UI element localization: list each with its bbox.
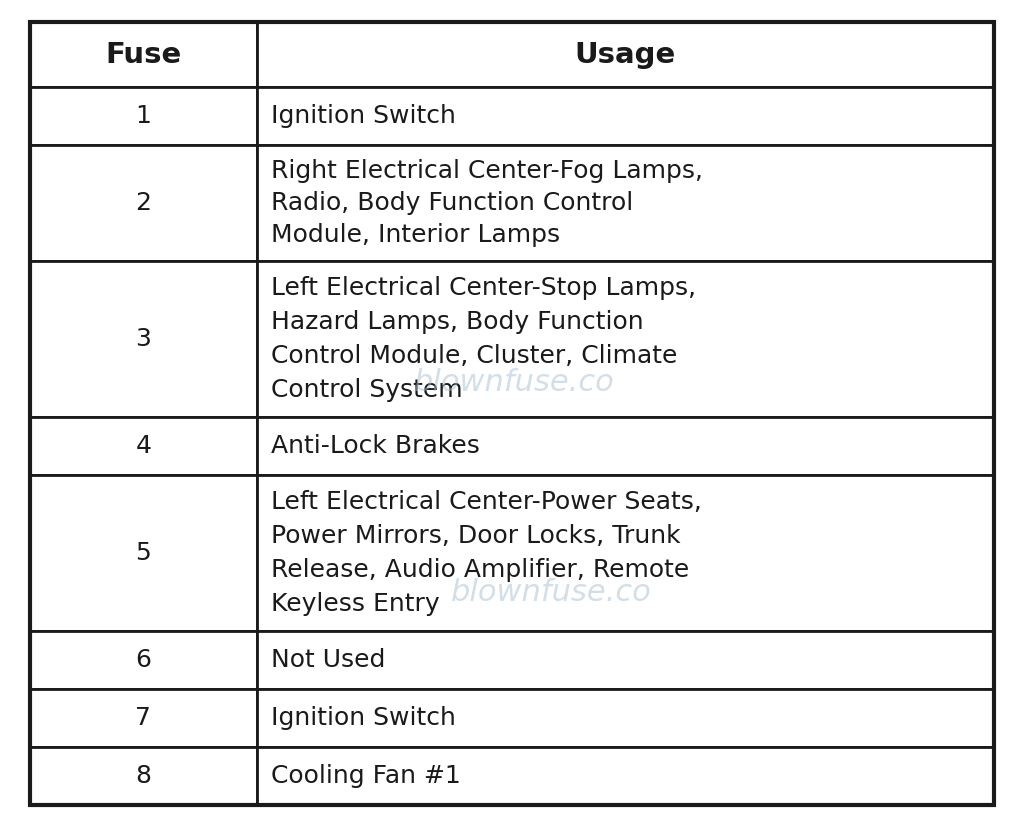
Text: Anti-Lock Brakes: Anti-Lock Brakes <box>270 434 479 458</box>
Text: 1: 1 <box>135 104 152 128</box>
Text: 7: 7 <box>135 706 152 730</box>
Text: Not Used: Not Used <box>270 648 385 672</box>
Text: blownfuse.co: blownfuse.co <box>452 578 652 607</box>
Text: 3: 3 <box>135 327 152 351</box>
Bar <box>257 417 994 475</box>
Text: Release, Audio Amplifier, Remote: Release, Audio Amplifier, Remote <box>270 558 689 582</box>
Bar <box>257 631 994 689</box>
Text: Control System: Control System <box>270 378 462 402</box>
Text: Module, Interior Lamps: Module, Interior Lamps <box>270 223 560 247</box>
Bar <box>30 417 257 475</box>
Text: Radio, Body Function Control: Radio, Body Function Control <box>270 191 633 215</box>
Text: 4: 4 <box>135 434 152 458</box>
Bar <box>257 475 994 631</box>
Bar <box>30 145 257 261</box>
Bar <box>257 747 994 805</box>
Bar <box>257 689 994 747</box>
Text: Right Electrical Center-Fog Lamps,: Right Electrical Center-Fog Lamps, <box>270 159 702 183</box>
Text: Keyless Entry: Keyless Entry <box>270 592 439 616</box>
Bar <box>30 631 257 689</box>
Text: Power Mirrors, Door Locks, Trunk: Power Mirrors, Door Locks, Trunk <box>270 524 680 548</box>
Text: 5: 5 <box>135 541 152 565</box>
Bar <box>257 145 994 261</box>
Text: 2: 2 <box>135 191 152 215</box>
Text: blownfuse.co: blownfuse.co <box>415 368 615 398</box>
Bar <box>257 87 994 145</box>
Text: Ignition Switch: Ignition Switch <box>270 104 456 128</box>
Text: 6: 6 <box>135 648 152 672</box>
Text: Ignition Switch: Ignition Switch <box>270 706 456 730</box>
Bar <box>30 747 257 805</box>
Text: Left Electrical Center-Stop Lamps,: Left Electrical Center-Stop Lamps, <box>270 276 695 300</box>
Text: Hazard Lamps, Body Function: Hazard Lamps, Body Function <box>270 310 643 334</box>
Bar <box>30 22 257 87</box>
Bar <box>257 261 994 417</box>
Bar <box>257 22 994 87</box>
Text: Fuse: Fuse <box>105 40 181 68</box>
Text: 8: 8 <box>135 764 152 788</box>
Bar <box>30 261 257 417</box>
Text: Control Module, Cluster, Climate: Control Module, Cluster, Climate <box>270 344 677 368</box>
Text: Cooling Fan #1: Cooling Fan #1 <box>270 764 461 788</box>
Bar <box>30 689 257 747</box>
Bar <box>30 87 257 145</box>
Text: Usage: Usage <box>574 40 676 68</box>
Text: Left Electrical Center-Power Seats,: Left Electrical Center-Power Seats, <box>270 491 701 514</box>
Bar <box>30 475 257 631</box>
